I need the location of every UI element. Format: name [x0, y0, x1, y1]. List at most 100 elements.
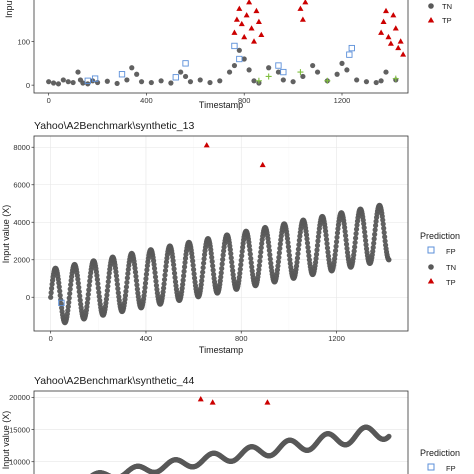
data-point-tn	[312, 259, 319, 265]
data-point-tn	[125, 266, 131, 273]
data-point-tn	[226, 69, 233, 75]
data-point-tp	[302, 0, 309, 5]
x-tick-label: 0	[47, 96, 51, 105]
data-point-tn	[182, 259, 188, 266]
data-point-tn	[75, 280, 81, 286]
y-tick-label: 0	[26, 81, 30, 90]
data-point-tn	[179, 285, 185, 291]
data-point-tn	[46, 79, 52, 85]
data-point-tn	[210, 267, 216, 273]
data-point-tp	[248, 25, 255, 31]
data-point-tn	[209, 254, 215, 260]
data-point-tn	[104, 288, 110, 294]
data-point-tn	[115, 286, 121, 292]
data-point-tn	[85, 296, 91, 302]
data-point-fp	[182, 60, 189, 67]
legend-tn-marker	[428, 264, 434, 270]
data-point-tn	[315, 238, 321, 244]
data-point-tn	[255, 270, 261, 277]
data-point-tn	[344, 67, 350, 73]
data-point-tn	[267, 252, 273, 258]
data-point-tn	[305, 244, 311, 250]
data-point-tn	[87, 278, 93, 284]
data-point-tn	[160, 285, 167, 291]
data-point-tn	[67, 286, 73, 292]
data-point-tn	[190, 258, 196, 264]
data-point-tn	[342, 233, 349, 239]
panel-3-points	[90, 396, 392, 474]
y-tick-label: 0	[26, 293, 30, 302]
data-point-tn	[170, 262, 177, 268]
data-point-tn	[49, 281, 55, 287]
data-point-tn	[55, 81, 62, 87]
data-point-fp	[231, 42, 238, 50]
data-point-tp	[243, 12, 250, 18]
data-point-tn	[372, 227, 378, 233]
data-point-tp	[233, 16, 240, 22]
data-point-tn	[76, 284, 82, 290]
data-point-tn	[361, 221, 367, 227]
panel-1-legend: TN TP	[427, 2, 452, 25]
data-point-tn	[236, 274, 242, 280]
data-point-tn	[65, 303, 71, 310]
data-point-tn	[316, 229, 322, 236]
data-point-tn	[363, 79, 370, 85]
data-point-tn	[304, 240, 311, 246]
data-point-tn	[227, 247, 233, 253]
panel-2-legend-title: Prediction	[420, 231, 460, 241]
panel-3: Yahoo\A2Benchmark\synthetic_44 10000 1500…	[1, 375, 460, 474]
panel-3-frame	[33, 390, 409, 474]
data-point-tn	[49, 285, 55, 291]
data-point-tn	[248, 255, 254, 262]
data-point-tn	[170, 258, 176, 264]
data-point-tn	[113, 273, 120, 279]
x-tick-label: 1200	[328, 334, 345, 343]
y-tick-label: 15000	[9, 425, 30, 434]
data-point-tn	[160, 289, 166, 295]
data-point-tn	[293, 263, 300, 269]
data-point-tn	[238, 262, 244, 268]
data-point-tn	[161, 281, 167, 287]
legend-fp-marker	[427, 246, 435, 254]
data-point-tn	[65, 307, 71, 314]
panel-3-ticks: 10000 15000 20000	[9, 393, 34, 466]
data-point-tn	[191, 266, 197, 273]
data-point-tn	[274, 267, 281, 273]
data-point-tn	[144, 267, 150, 273]
data-point-tn	[161, 276, 168, 283]
data-point-tn	[314, 242, 321, 249]
panel-1-y-axis-title: Input	[4, 0, 14, 18]
data-point-tn	[151, 265, 158, 272]
data-point-tn	[354, 77, 360, 83]
data-point-tn	[362, 229, 368, 235]
data-point-tn	[344, 245, 350, 252]
data-point-tn	[200, 265, 206, 271]
panel-2-ticks: 0 400 800 1200 0 2000 4000 6000 8000	[13, 143, 345, 343]
data-point-tn	[221, 248, 227, 254]
data-point-tn	[249, 264, 255, 270]
legend-tp-label: TP	[446, 278, 456, 287]
data-point-tn	[217, 278, 223, 284]
legend-fp-marker	[427, 463, 435, 471]
data-point-tn	[296, 237, 302, 243]
data-point-tn	[171, 270, 178, 276]
data-point-tn	[199, 278, 205, 284]
data-point-tp	[400, 51, 407, 57]
data-point-tn	[285, 244, 292, 250]
y-tick-label: 100	[17, 37, 30, 46]
data-point-tp	[299, 16, 306, 22]
data-point-tn	[343, 237, 349, 243]
data-point-tn	[248, 260, 254, 266]
data-point-tn	[386, 433, 392, 439]
data-point-tn	[343, 241, 350, 247]
y-tick-label: 8000	[13, 143, 30, 152]
data-point-tn	[251, 78, 257, 84]
panel-3-legend: Prediction FP	[420, 448, 460, 473]
data-point-tn	[268, 260, 274, 266]
data-point-tn	[68, 282, 74, 288]
data-point-tp	[253, 7, 260, 14]
data-point-tn	[295, 246, 302, 252]
data-point-tn	[56, 284, 62, 290]
data-point-tn	[247, 251, 253, 257]
